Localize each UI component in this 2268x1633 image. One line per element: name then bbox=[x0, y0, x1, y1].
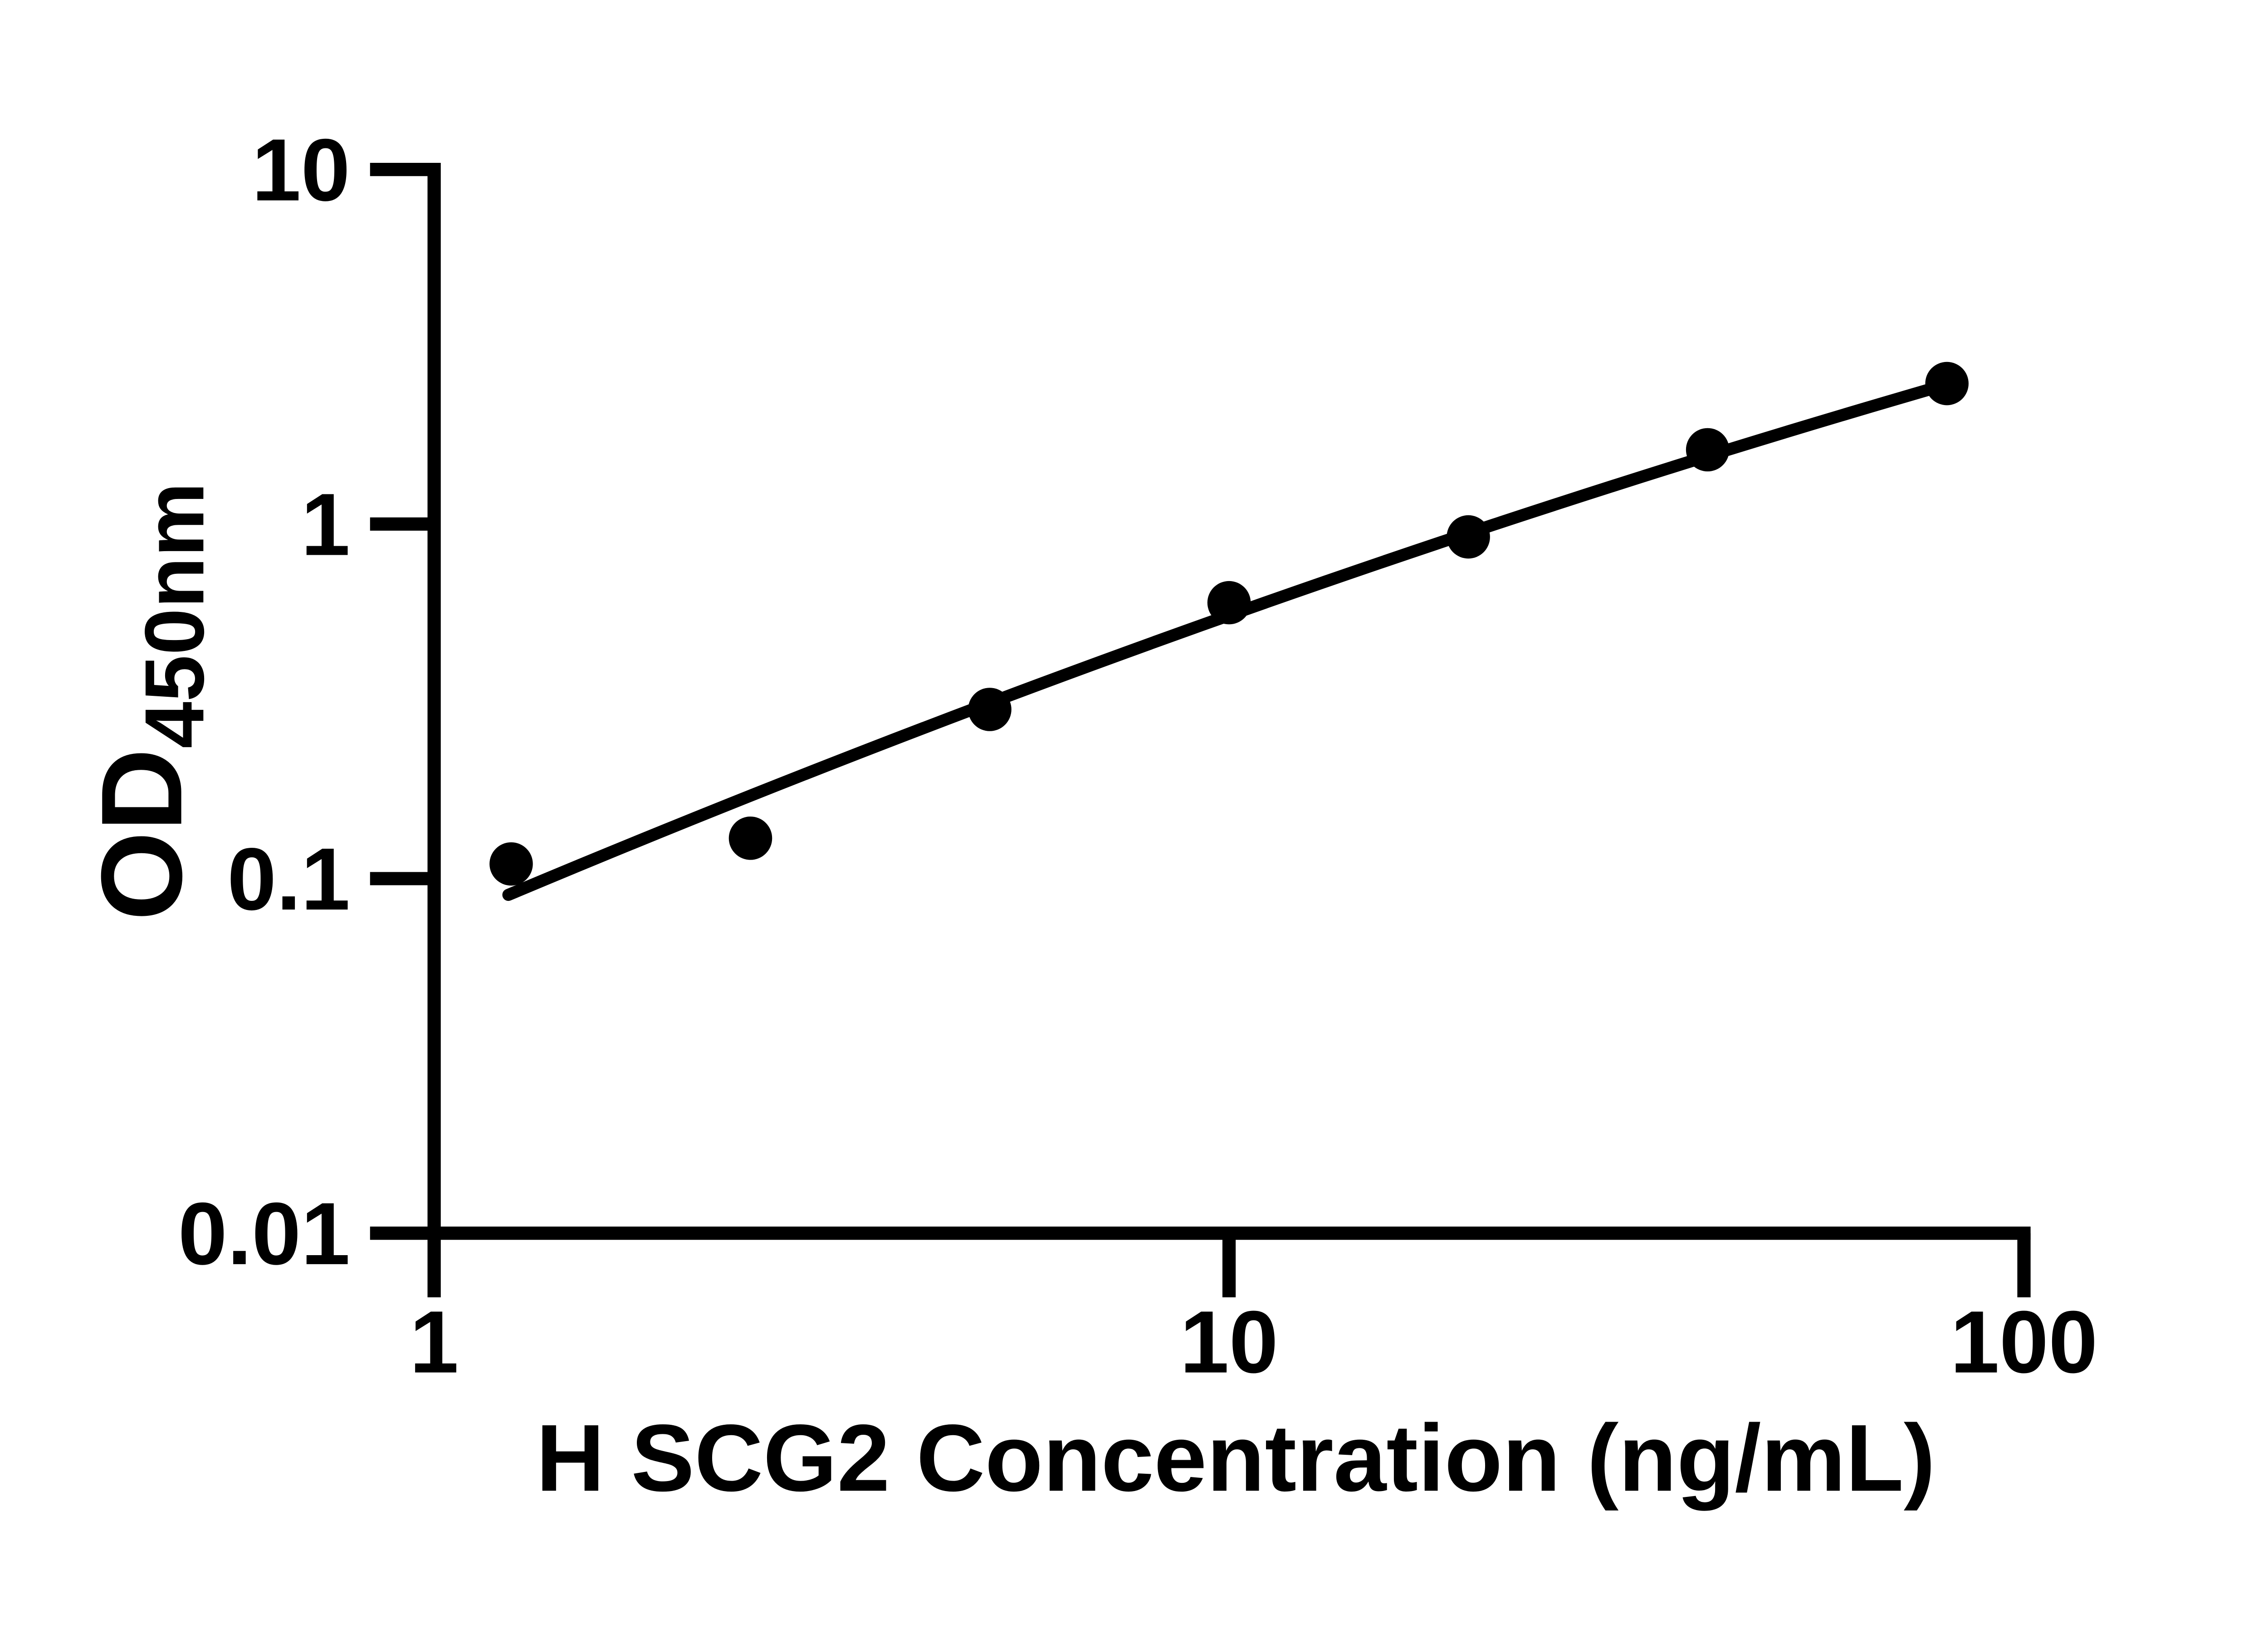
data-point bbox=[728, 816, 772, 860]
x-tick-label: 100 bbox=[1950, 1293, 2097, 1392]
axes bbox=[427, 162, 2031, 1240]
data-point bbox=[1925, 362, 1969, 406]
data-point bbox=[1686, 428, 1730, 472]
data-point bbox=[968, 688, 1012, 731]
y-axis-title: OD450nm bbox=[78, 482, 222, 921]
axis-ticks bbox=[370, 162, 2031, 1297]
y-tick-label: 0.01 bbox=[178, 1185, 350, 1283]
y-axis-title-main: OD bbox=[78, 748, 206, 921]
y-tick-label: 0.1 bbox=[227, 830, 350, 929]
data-point bbox=[1207, 581, 1251, 625]
y-tick-label: 1 bbox=[301, 475, 350, 574]
x-axis-title: H SCG2 Concentration (ng/mL) bbox=[536, 1405, 1936, 1511]
plot-area bbox=[489, 362, 1969, 901]
fit-curve bbox=[502, 378, 1952, 901]
x-tick-label: 10 bbox=[1180, 1293, 1278, 1392]
data-point bbox=[489, 842, 533, 886]
y-tick-label: 10 bbox=[252, 121, 350, 220]
tick-labels: 10 1 0.1 0.01 1 10 100 bbox=[178, 121, 2098, 1392]
x-tick-label: 1 bbox=[410, 1293, 459, 1392]
data-point bbox=[1447, 515, 1490, 559]
y-axis-title-subscript: 450nm bbox=[127, 482, 221, 748]
